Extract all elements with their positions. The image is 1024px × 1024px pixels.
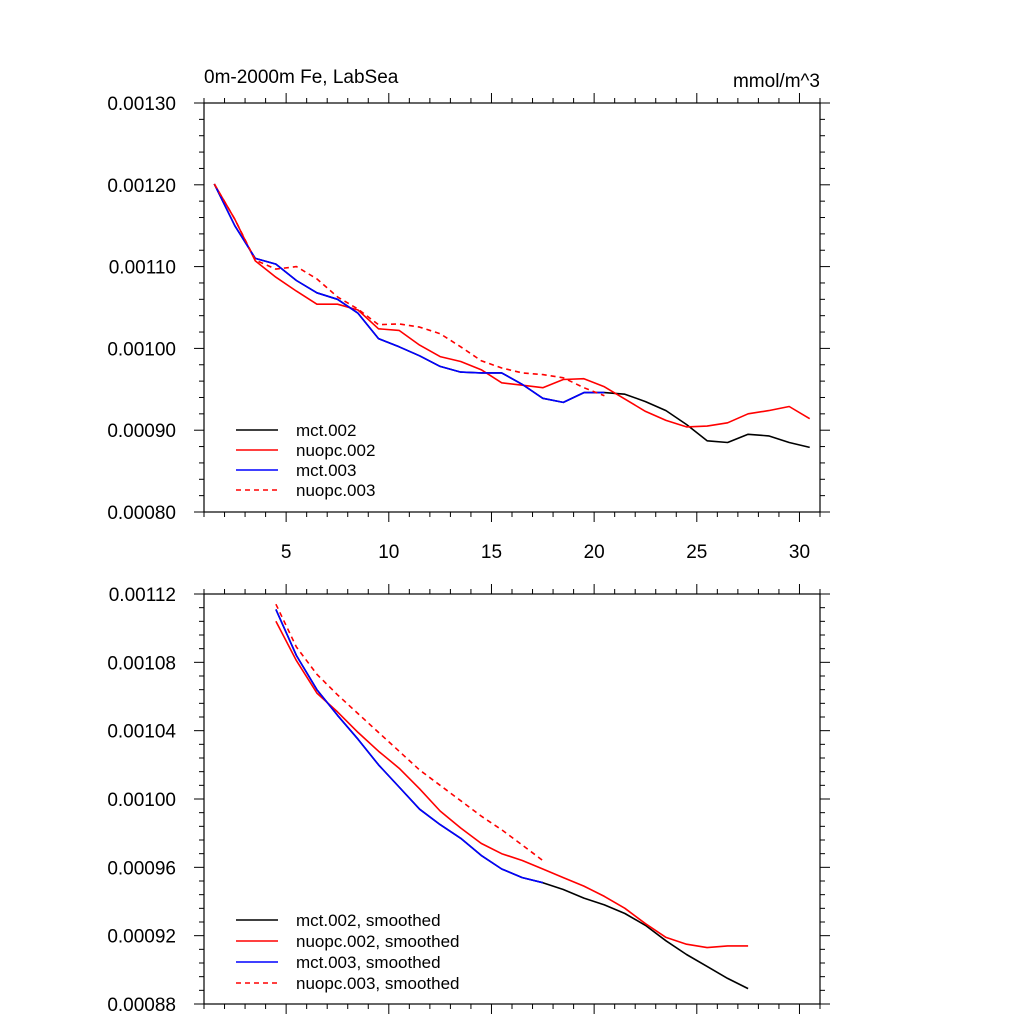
y-tick-label: 0.00088 <box>107 995 176 1016</box>
top-panel: 0m-2000m Fe, LabSea mmol/m^3 5 10 15 20 25 30… <box>107 67 830 563</box>
top-panel-units: mmol/m^3 <box>733 71 820 92</box>
x-tick-label: 10 <box>378 542 399 563</box>
bottom-panel: 0.00088 0.00092 0.00096 0.00100 0.00104 0.001… <box>107 584 830 1016</box>
y-tick-label: 0.00108 <box>107 653 176 674</box>
top-panel-title: 0m-2000m Fe, LabSea <box>204 67 399 88</box>
legend-label: mct.002 <box>296 421 356 440</box>
y-tick-label: 0.00100 <box>107 339 176 360</box>
series-line-mct-002 <box>213 183 810 449</box>
legend-label: mct.002, smoothed <box>296 911 441 930</box>
series-line-mct-003 <box>213 183 605 404</box>
legend-label: nuopc.003, smoothed <box>296 974 460 993</box>
y-tick-label: 0.00100 <box>107 790 176 811</box>
legend-label: mct.003, smoothed <box>296 953 441 972</box>
y-tick-label: 0.00110 <box>109 258 176 279</box>
y-tick-label: 0.00096 <box>107 858 176 879</box>
y-tick-label: 0.00120 <box>107 176 176 197</box>
series-line-nuopc-002 <box>213 183 811 428</box>
y-tick-label: 0.00080 <box>107 503 176 524</box>
legend-label: nuopc.003 <box>296 481 375 500</box>
x-tick-label: 5 <box>281 542 292 563</box>
x-tick-label: 25 <box>686 542 707 563</box>
x-tick-label: 30 <box>789 542 810 563</box>
legend-label: nuopc.002, smoothed <box>296 932 460 951</box>
x-tick-label: 20 <box>584 542 605 563</box>
x-tick-label: 15 <box>481 542 502 563</box>
series-line-mct-003-smoothed <box>275 609 543 884</box>
series-line-nuopc-003 <box>213 183 605 397</box>
y-tick-label: 0.00092 <box>107 927 176 948</box>
series-line-nuopc-002-smoothed <box>275 620 749 949</box>
legend-label: nuopc.002 <box>296 441 375 460</box>
y-tick-label: 0.00112 <box>109 585 176 606</box>
y-tick-label: 0.00130 <box>107 94 176 115</box>
legend-label: mct.003 <box>296 461 356 480</box>
series-line-nuopc-003-smoothed <box>275 603 544 862</box>
y-tick-label: 0.00104 <box>107 722 176 743</box>
y-tick-label: 0.00090 <box>107 421 176 442</box>
